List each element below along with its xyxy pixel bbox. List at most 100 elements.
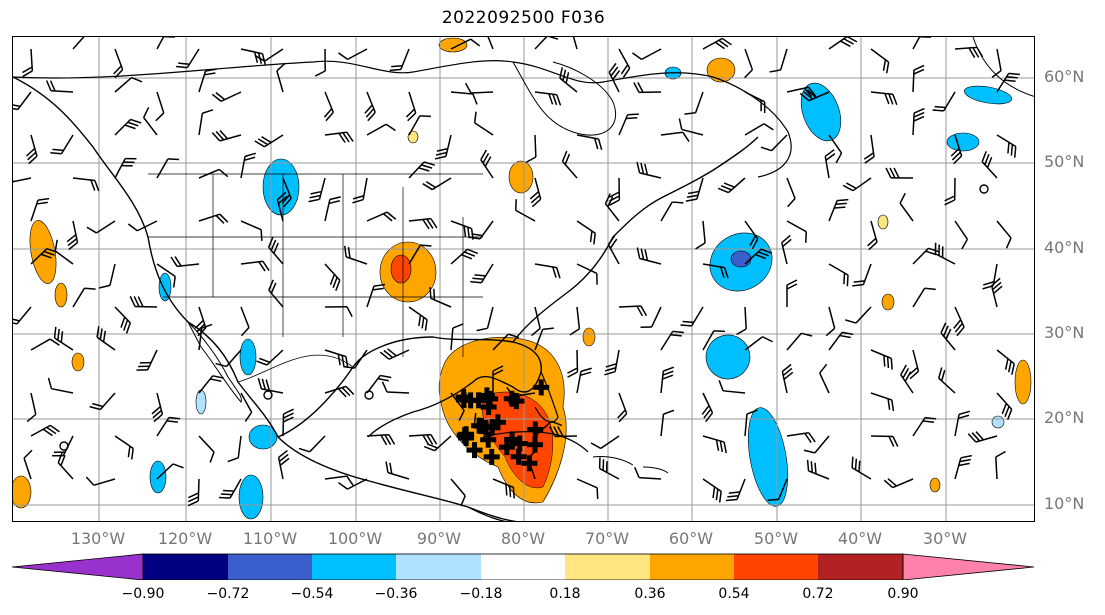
wind-barb [337,478,368,490]
wind-barb [744,248,772,265]
wind-barb [828,263,849,287]
wind-barb [114,306,131,334]
wind-barb [240,306,250,337]
wind-barb [473,111,494,136]
wind-barb [408,217,438,230]
wind-barb [531,306,541,337]
wind-barb [912,416,937,437]
colorbar-segment [312,554,396,580]
wind-barb [484,37,494,50]
wind-barb [127,220,158,232]
wind-barb [198,213,229,224]
yellow-region-1 [407,130,419,144]
wind-barb [323,91,335,122]
wind-barb [954,220,969,250]
wind-barb [45,80,74,93]
wind-barb [940,322,956,351]
wind-barb [695,220,706,250]
wind-barb [685,177,704,202]
wind-barb [26,134,38,165]
storm-barb [455,389,472,405]
coastline-puerto-rico [642,466,669,474]
wind-barb [828,198,849,222]
wind-barb [845,306,872,324]
lightblue-region-1 [195,389,207,415]
wind-barb [198,168,229,179]
wind-barb [450,91,478,105]
wind-barb [389,48,410,72]
wind-barb [534,263,561,279]
wind-barb [912,287,936,308]
wind-barb [492,478,515,499]
wind-barb [618,113,639,136]
wind-barb [450,323,464,351]
wind-barb [198,68,217,93]
cyan-region-rockies [262,158,300,216]
wind-barb [469,220,494,240]
wind-barb [702,435,727,454]
wind-barb [828,37,858,50]
wind-barb [995,450,1006,480]
wind-barb [96,326,116,351]
wind-barb [47,377,74,394]
orange-region-north [438,37,468,53]
wind-barb [66,220,79,251]
wind-barb [281,177,292,208]
wind-barb [717,177,746,194]
wind-barb [786,332,813,351]
colorbar-segment [228,554,312,580]
wind-barb [54,239,74,265]
wind-barb [156,416,181,437]
coastline-hudson [512,61,617,136]
longitude-label: 110°W [242,529,298,548]
storm-barb [503,390,520,407]
yellow-region-2 [877,214,889,230]
storm-barb [478,387,495,404]
wind-barb [227,435,242,463]
wind-barb [13,306,32,325]
wind-barb [30,424,60,437]
wind-barb [72,37,89,50]
longitude-label: 70°W [584,529,630,548]
wind-barb [470,263,494,284]
wind-barb [760,134,788,152]
calm-wind-circle [979,184,989,194]
wind-barb [576,220,597,245]
cyan-region-atlantic-2 [705,334,751,380]
wind-barb [576,478,599,500]
wind-barb [607,235,620,265]
wind-barb [660,409,675,437]
wind-barb [298,435,326,453]
wind-barb [990,277,1003,308]
wind-barb [634,466,662,480]
wind-barb [114,118,142,136]
wind-barb [870,91,898,106]
coastline-gulf [277,336,542,438]
wind-barb [702,263,729,279]
wind-barb [806,459,830,480]
storm-barb [471,417,488,434]
wind-barb [570,37,578,50]
wind-barb [98,263,116,289]
wind-barb [736,306,747,336]
wind-barb [89,392,116,411]
wind-barb [718,380,746,394]
latitude-label: 50°N [1044,152,1085,171]
wind-barb [30,197,50,222]
wind-barb [514,199,536,222]
wind-barb [636,161,662,179]
wind-barb [899,192,914,222]
wind-barb [781,363,794,394]
wind-barb [53,326,74,351]
wind-barb [967,431,998,443]
longitude-label: 80°W [500,529,546,548]
wind-barb [786,220,807,243]
storm-barb [527,436,543,453]
wind-barb [549,426,578,438]
wind-barb [218,478,242,499]
wind-barb [786,432,816,443]
colorbar-tick-label: 0.54 [718,586,750,602]
colorbar-tick-label: −0.90 [121,586,165,602]
wind-barb [324,475,354,486]
wind-barb [423,435,452,452]
